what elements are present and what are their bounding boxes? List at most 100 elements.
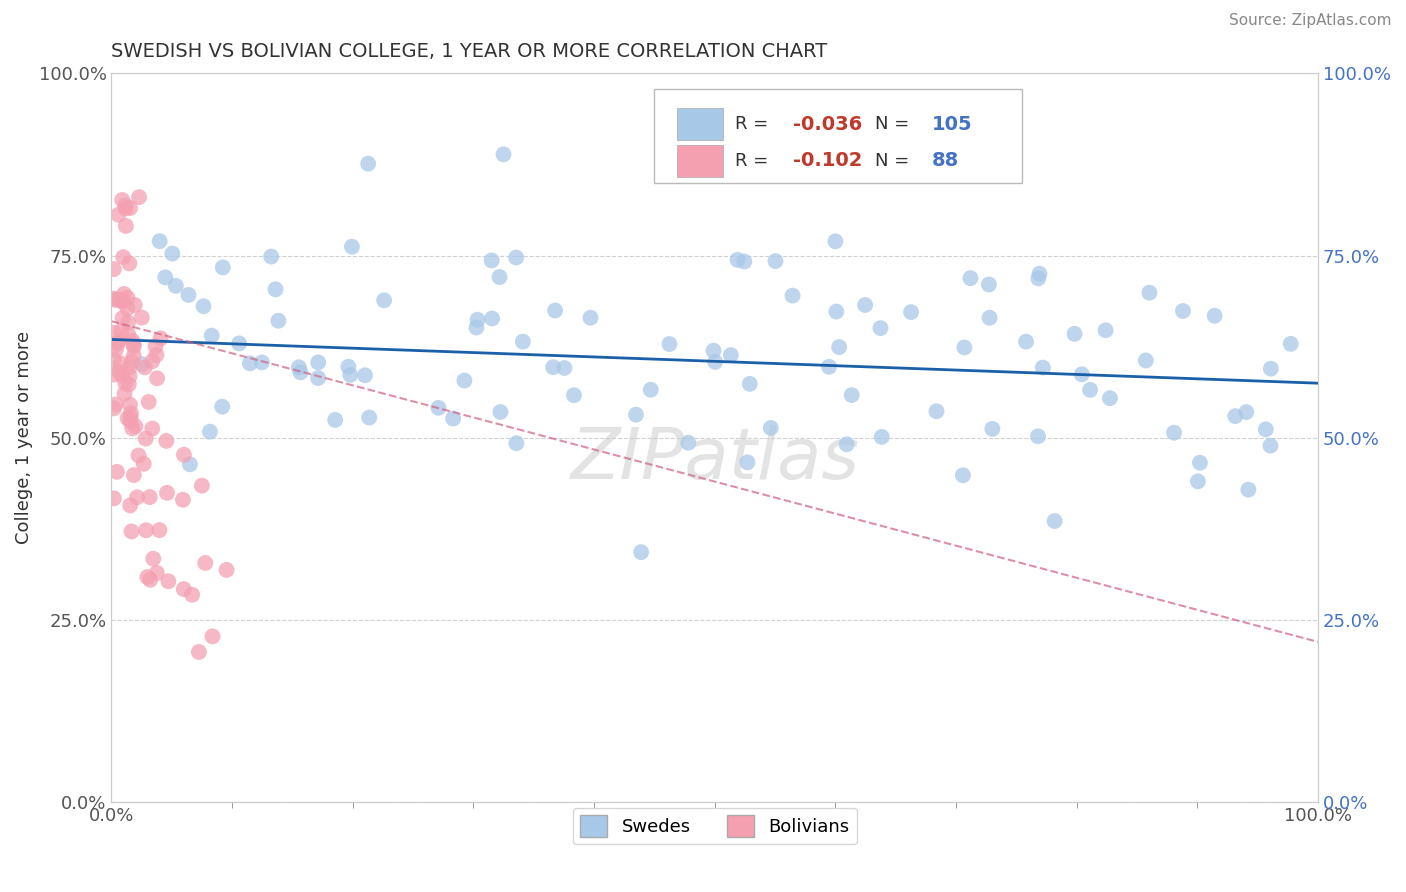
Point xyxy=(1043,514,1066,528)
Text: N =: N = xyxy=(876,152,915,169)
Point xyxy=(138,395,160,409)
Point xyxy=(959,271,981,285)
Point xyxy=(139,490,162,504)
Point xyxy=(1139,285,1161,300)
Point xyxy=(201,328,224,343)
Point xyxy=(117,291,139,305)
Point xyxy=(925,404,948,418)
Point xyxy=(1187,475,1209,489)
Point xyxy=(427,401,450,415)
Point xyxy=(148,523,170,537)
Point xyxy=(201,629,224,643)
Point xyxy=(1254,422,1277,436)
Point xyxy=(191,478,214,492)
Point xyxy=(122,468,145,483)
Point xyxy=(105,465,128,479)
Point xyxy=(104,343,127,357)
Point xyxy=(103,352,125,367)
Point xyxy=(103,401,125,416)
Point xyxy=(108,293,131,307)
Point xyxy=(1234,405,1257,419)
Point xyxy=(136,570,159,584)
Text: ZIPatlas: ZIPatlas xyxy=(571,425,859,494)
FancyBboxPatch shape xyxy=(654,89,1022,183)
Point xyxy=(337,359,360,374)
Point xyxy=(1279,336,1302,351)
Text: R =: R = xyxy=(735,152,775,169)
Point xyxy=(132,457,155,471)
Point xyxy=(630,545,652,559)
Point xyxy=(103,368,125,382)
Point xyxy=(492,147,515,161)
Point xyxy=(264,282,287,296)
Point xyxy=(481,253,503,268)
Point xyxy=(357,157,380,171)
Point xyxy=(765,254,787,268)
Point xyxy=(782,288,804,302)
Point xyxy=(146,566,169,580)
Point xyxy=(952,468,974,483)
Point xyxy=(900,305,922,319)
Point xyxy=(198,425,221,439)
Point xyxy=(120,415,142,429)
Point xyxy=(111,295,134,310)
Point xyxy=(118,369,141,384)
Point xyxy=(117,411,139,425)
Legend: Swedes, Bolivians: Swedes, Bolivians xyxy=(572,808,856,844)
Point xyxy=(131,310,153,325)
Point xyxy=(1225,409,1247,424)
Point xyxy=(104,397,127,411)
Point xyxy=(359,410,381,425)
Point xyxy=(112,287,135,301)
Point xyxy=(1015,334,1038,349)
Point xyxy=(825,304,848,318)
Point xyxy=(114,386,136,401)
Point xyxy=(288,360,311,375)
Text: Source: ZipAtlas.com: Source: ZipAtlas.com xyxy=(1229,13,1392,29)
Point xyxy=(121,421,143,435)
Point xyxy=(145,339,167,353)
Point xyxy=(441,411,464,425)
Point xyxy=(118,256,141,270)
Point xyxy=(624,408,647,422)
Text: SWEDISH VS BOLIVIAN COLLEGE, 1 YEAR OR MORE CORRELATION CHART: SWEDISH VS BOLIVIAN COLLEGE, 1 YEAR OR M… xyxy=(111,42,828,61)
Point xyxy=(1188,456,1211,470)
Point xyxy=(1032,360,1054,375)
Text: N =: N = xyxy=(876,115,915,134)
Point xyxy=(339,368,361,382)
Point xyxy=(640,383,662,397)
Point xyxy=(118,201,141,215)
Point xyxy=(953,341,976,355)
Point xyxy=(172,492,194,507)
Point xyxy=(1204,309,1226,323)
Point xyxy=(120,499,142,513)
Point xyxy=(131,357,153,371)
Point xyxy=(737,455,759,469)
Point xyxy=(704,355,727,369)
Point xyxy=(125,490,148,504)
Text: -0.102: -0.102 xyxy=(793,152,863,170)
Point xyxy=(828,340,851,354)
Point xyxy=(128,190,150,204)
Point xyxy=(122,337,145,351)
Point xyxy=(157,574,180,589)
Point xyxy=(149,234,172,248)
Point xyxy=(981,422,1004,436)
Point xyxy=(103,292,125,306)
Point xyxy=(678,435,700,450)
Point xyxy=(117,327,139,342)
Point xyxy=(541,360,564,375)
Point xyxy=(1135,353,1157,368)
Point xyxy=(121,524,143,539)
Point xyxy=(544,303,567,318)
Point xyxy=(110,356,132,370)
Point xyxy=(467,312,489,326)
Point xyxy=(512,334,534,349)
Point xyxy=(122,339,145,353)
Point xyxy=(103,262,125,277)
Point xyxy=(979,310,1001,325)
Point xyxy=(193,299,215,313)
Point xyxy=(215,563,238,577)
Point xyxy=(250,355,273,369)
Point xyxy=(141,421,163,435)
